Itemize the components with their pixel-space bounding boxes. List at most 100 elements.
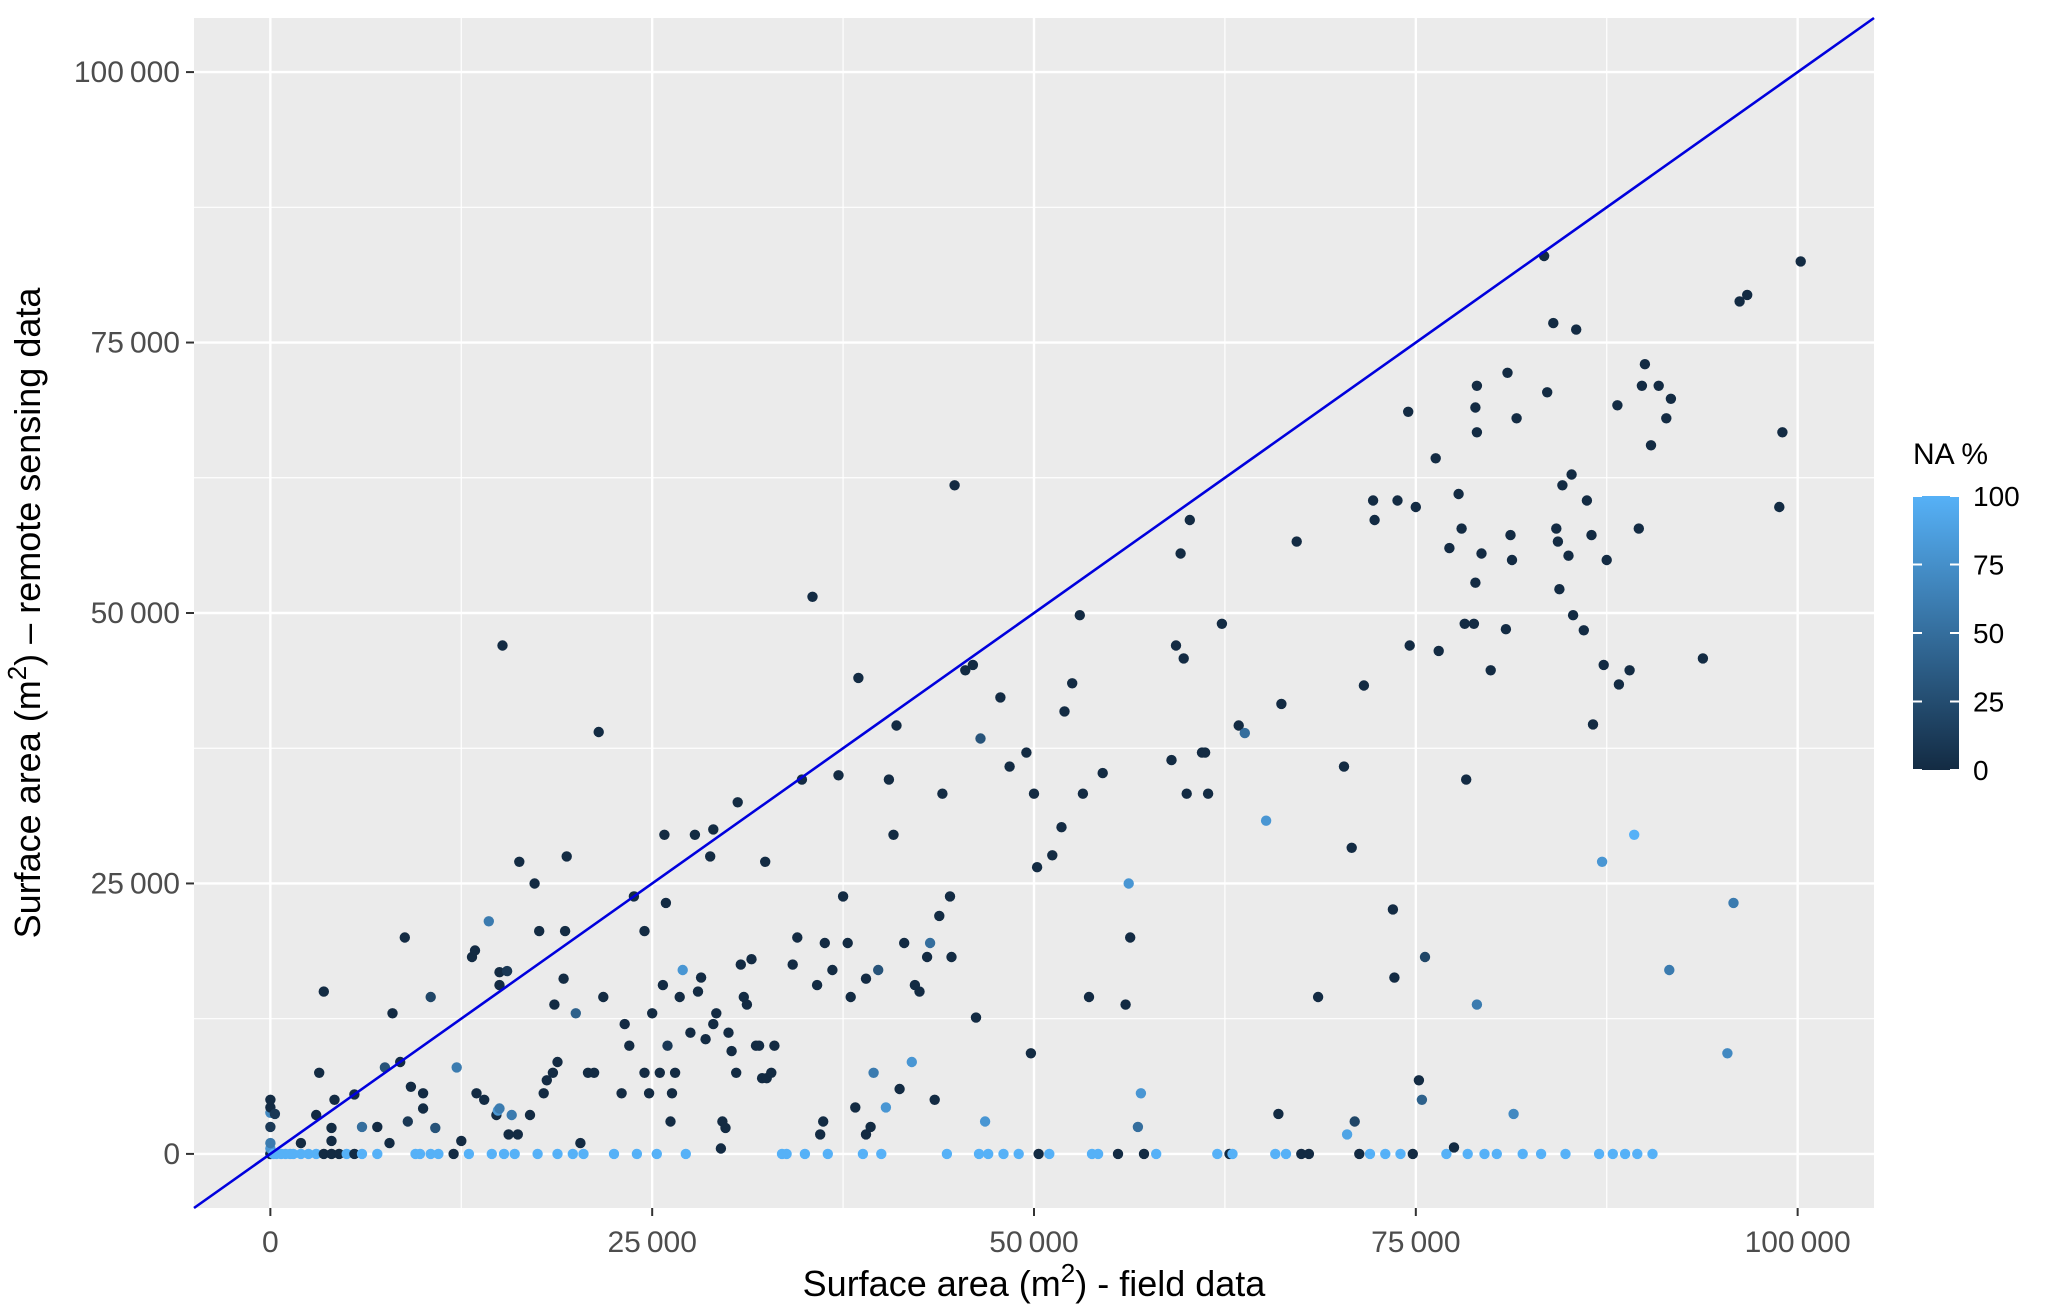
data-point (326, 1122, 337, 1134)
data-point (471, 1088, 482, 1099)
data-point (311, 1109, 322, 1121)
data-point (1419, 951, 1431, 963)
data-point (356, 1121, 368, 1133)
data-point (329, 1094, 340, 1106)
data-point (326, 1148, 337, 1160)
data-point (512, 1129, 523, 1140)
data-point (970, 1012, 982, 1023)
data-point (732, 797, 743, 808)
data-point (1664, 964, 1675, 976)
data-point (880, 1102, 892, 1113)
data-point (1456, 523, 1467, 534)
data-point (1059, 706, 1070, 717)
data-point (639, 925, 650, 937)
data-point (1291, 536, 1302, 547)
data-point (1548, 317, 1559, 329)
data-point (944, 891, 956, 902)
data-point (659, 829, 670, 840)
data-point (1125, 932, 1136, 943)
data-point (819, 937, 830, 949)
data-point (1441, 1148, 1452, 1160)
data-point (1633, 523, 1645, 534)
data-point (1500, 624, 1512, 635)
data-point (1132, 1121, 1144, 1133)
data-point (1216, 618, 1228, 629)
data-point (326, 1135, 337, 1147)
data-point (631, 1148, 643, 1160)
data-point (1563, 550, 1574, 561)
x-tick-label: 50 000 (989, 1226, 1078, 1259)
data-point (333, 1148, 345, 1160)
data-point (845, 991, 856, 1003)
data-point (1459, 618, 1470, 629)
data-point (1665, 393, 1677, 404)
data-point (860, 1129, 872, 1140)
data-point (1552, 536, 1564, 547)
data-point (1181, 788, 1192, 799)
y-tick-label: 75 000 (91, 327, 180, 360)
data-point (946, 951, 957, 963)
data-point (1593, 1148, 1605, 1160)
data-point (558, 973, 569, 984)
legend-title: NA % (1913, 438, 1988, 471)
data-point (1028, 788, 1040, 799)
data-point (549, 999, 560, 1010)
data-point (1312, 991, 1324, 1003)
data-point (433, 1148, 444, 1160)
data-point (1560, 1148, 1571, 1160)
data-point (1607, 1148, 1619, 1160)
data-point (1354, 1148, 1365, 1160)
data-point (921, 951, 933, 963)
y-tick-label: 50 000 (91, 597, 180, 630)
data-point (766, 1067, 777, 1079)
data-point (498, 1148, 510, 1160)
data-point (402, 1116, 413, 1127)
data-point (662, 1040, 673, 1051)
data-point (1639, 359, 1651, 370)
y-axis-title-prefix: Surface area (m (7, 680, 48, 938)
data-point (1587, 719, 1599, 730)
data-point (1033, 1148, 1044, 1160)
data-point (700, 1034, 711, 1045)
data-point (692, 986, 704, 997)
data-point (1571, 324, 1582, 335)
data-point (303, 1148, 314, 1160)
data-point (1227, 1148, 1238, 1160)
data-point (799, 1148, 811, 1160)
data-point (494, 979, 505, 991)
y-tick-label: 0 (163, 1138, 180, 1171)
data-point (967, 659, 979, 671)
data-point (265, 1094, 276, 1106)
data-point (1056, 822, 1067, 833)
data-point (651, 1148, 662, 1160)
data-point (781, 1148, 792, 1160)
data-point (1097, 767, 1108, 779)
data-point (1389, 972, 1400, 983)
data-point (818, 1116, 829, 1127)
data-point (853, 672, 864, 684)
data-point (1430, 453, 1441, 464)
data-point (665, 1116, 676, 1127)
data-point (1175, 548, 1186, 559)
data-point (479, 1094, 490, 1106)
data-point (295, 1137, 307, 1149)
data-point (1380, 1148, 1391, 1160)
data-point (883, 774, 895, 785)
data-point (1471, 380, 1483, 391)
data-point (1468, 618, 1480, 629)
data-point (929, 1094, 940, 1106)
data-point (998, 1148, 1009, 1160)
data-point (372, 1148, 383, 1160)
data-point (1112, 1148, 1124, 1160)
data-point (811, 979, 823, 991)
data-point (1047, 850, 1058, 861)
data-point (1413, 1075, 1425, 1086)
data-point (1273, 1108, 1284, 1120)
data-point (399, 932, 410, 943)
data-point (1044, 1148, 1055, 1160)
data-point (657, 979, 669, 991)
data-point (1358, 680, 1370, 691)
data-point (723, 1027, 734, 1038)
x-tick-label: 0 (262, 1226, 279, 1259)
